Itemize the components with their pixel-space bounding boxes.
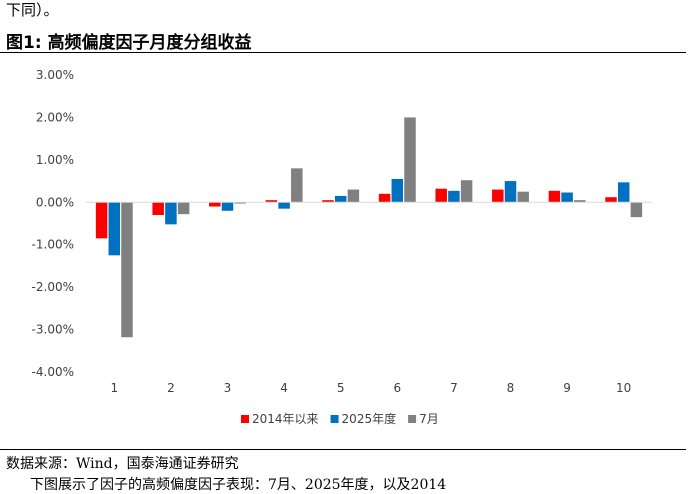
bar — [574, 200, 586, 203]
bar — [492, 189, 504, 203]
figure-title-text: 高频偏度因子月度分组收益 — [47, 33, 252, 53]
y-axis: -4.00% -3.00% -2.00% -1.00% 0.00% 1.00% 2.00% 3… — [32, 68, 74, 379]
x-tick-label: 6 — [393, 381, 401, 395]
bar — [278, 202, 290, 209]
bar — [435, 188, 447, 203]
bar — [221, 202, 234, 211]
figure-title: 图1: 高频偏度因子月度分组收益 — [6, 28, 252, 53]
legend-label: 2014年以来 — [252, 412, 319, 426]
x-tick-label: 10 — [616, 381, 631, 395]
following-text: 下图展示了因子的高频偏度因子表现：7月、2025年度，以及2014 — [30, 477, 447, 493]
bar — [334, 195, 347, 203]
bar — [460, 180, 473, 203]
bar — [548, 190, 561, 203]
bar — [291, 168, 303, 203]
x-tick-label: 5 — [337, 381, 345, 395]
x-tick-label: 2 — [167, 381, 175, 395]
bar — [108, 202, 121, 256]
bar-chart: -4.00% -3.00% -2.00% -1.00% 0.00% 1.00% 2.00% 3… — [32, 68, 652, 426]
y-tick-label: -1.00% — [32, 238, 74, 252]
bar — [322, 200, 334, 203]
bar — [95, 202, 108, 239]
source-note: 数据来源：Wind，国泰海通证券研究 — [6, 456, 239, 472]
y-tick-label: 3.00% — [36, 68, 74, 82]
source-divider — [0, 449, 686, 450]
bar — [504, 181, 517, 203]
legend-swatch — [408, 415, 417, 423]
x-tick-label: 3 — [224, 381, 232, 395]
y-tick-label: -3.00% — [32, 323, 74, 337]
bar — [378, 193, 391, 203]
bar — [165, 202, 177, 225]
preceding-text: 下同）。 — [6, 1, 59, 19]
x-tick-label: 9 — [563, 381, 571, 395]
bar — [617, 182, 630, 203]
bar — [209, 202, 221, 207]
y-tick-label: -4.00% — [32, 365, 74, 379]
x-axis: 1 2 3 4 5 6 7 8 9 10 — [110, 381, 631, 395]
title-divider — [0, 52, 686, 53]
bar — [152, 202, 164, 216]
bar — [605, 197, 617, 203]
bars-group — [95, 117, 643, 338]
y-tick-label: -2.00% — [32, 280, 74, 294]
legend-swatch — [330, 415, 339, 423]
bar — [391, 178, 404, 203]
bar — [347, 189, 360, 203]
x-tick-label: 7 — [450, 381, 458, 395]
bar — [561, 192, 573, 203]
legend: 2014年以来 2025年度 7月 — [241, 411, 439, 426]
legend-label: 7月 — [419, 412, 439, 426]
y-tick-label: 0.00% — [36, 195, 74, 209]
bar — [448, 190, 460, 203]
x-tick-label: 8 — [507, 381, 515, 395]
bar — [517, 191, 529, 203]
y-tick-label: 2.00% — [36, 110, 74, 124]
bar — [177, 202, 190, 215]
y-tick-label: 1.00% — [36, 153, 74, 167]
bar — [630, 202, 643, 218]
x-tick-label: 4 — [280, 381, 288, 395]
bar — [234, 202, 246, 204]
bar — [404, 117, 416, 203]
figure-label: 图1: — [6, 33, 42, 53]
x-tick-label: 1 — [110, 381, 118, 395]
bar — [265, 200, 278, 203]
legend-label: 2025年度 — [342, 411, 397, 426]
legend-swatch — [241, 415, 249, 423]
bar — [121, 202, 133, 338]
